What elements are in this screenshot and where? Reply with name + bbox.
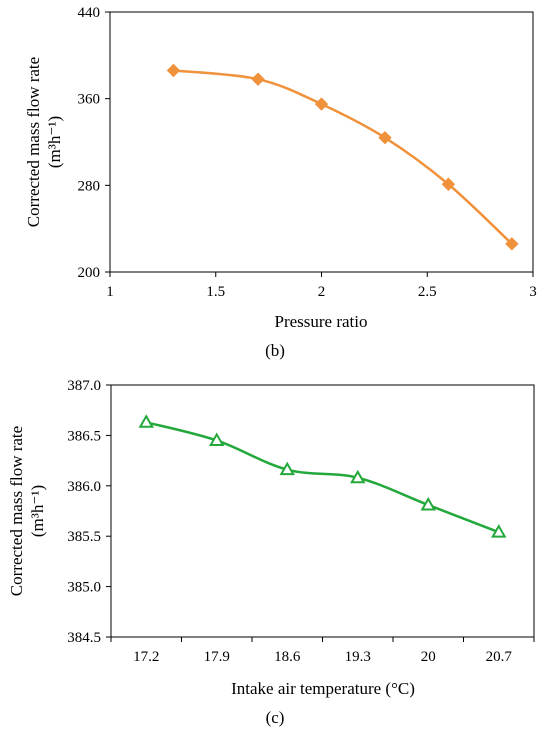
chart-b-yunit: (m³h⁻¹) (45, 116, 64, 168)
chart-c-y-tick-label: 386.0 (67, 479, 101, 495)
chart-b-x-tick-label: 1.5 (206, 284, 225, 300)
chart-b-x-tick-label: 2 (318, 284, 326, 300)
chart-c-plot-area (110, 384, 535, 638)
chart-b-x-ticks: 1 1.5 2 2.5 3 (106, 272, 537, 300)
chart-b-y-tick-label: 200 (78, 265, 101, 281)
chart-b-y-tick-label: 440 (78, 5, 101, 21)
chart-c-point (279, 461, 295, 476)
chart-c-x-tick-label: 20.7 (486, 649, 513, 665)
chart-c-y-tick-label: 387.0 (67, 378, 101, 394)
chart-c-ylabel: Corrected mass flow rate (7, 426, 26, 596)
chart-c-x-tick-label: 19.3 (345, 649, 371, 665)
chart-c-y-tick-label: 386.5 (67, 428, 101, 444)
chart-c-point (420, 496, 436, 511)
chart-b-panel-label: (b) (265, 341, 285, 360)
chart-c-point (491, 524, 507, 538)
chart-c-point (209, 432, 225, 446)
chart-c-x-tick-label: 17.9 (204, 649, 230, 665)
chart-b-y-ticks: 200 280 360 440 (78, 5, 110, 281)
chart-c-x-tick-label: 18.6 (274, 649, 301, 665)
chart-b-x-tick-label: 1 (106, 284, 114, 300)
chart-b-markers (166, 63, 519, 251)
chart-c-y-tick-label: 385.5 (67, 529, 101, 545)
chart-b-series-line (173, 69, 513, 245)
chart-c-y-tick-label: 385.0 (67, 580, 101, 596)
chart-b-ylabel: Corrected mass flow rate (24, 57, 43, 227)
chart-c-yunit: (m³h⁻¹) (28, 485, 47, 537)
chart-b-point (441, 177, 456, 191)
chart-b-x-tick-label: 3 (529, 284, 537, 300)
chart-b-point (378, 130, 392, 145)
chart-b-plot-area (109, 11, 534, 273)
chart-b-point (251, 72, 265, 86)
chart-b-point (166, 63, 181, 78)
chart-c-panel-label: (c) (266, 708, 285, 727)
chart-b-x-tick-label: 2.5 (418, 284, 437, 300)
chart-b-y-tick-label: 360 (78, 92, 101, 108)
chart-c-x-ticks: 17.2 17.9 18.6 19.3 20 20.7 (110, 637, 535, 665)
chart-c-point (350, 469, 366, 484)
chart-c-markers (138, 414, 507, 538)
chart-b: 200 280 360 440 1 1.5 2 2.5 3 Corrected mass fl… (24, 5, 537, 360)
chart-c-y-ticks: 384.5 385.0 385.5 386.0 386.5 387.0 (67, 378, 111, 646)
chart-b-xlabel: Pressure ratio (274, 312, 367, 331)
chart-c-series-line (145, 421, 500, 534)
chart-c-y-tick-label: 384.5 (67, 630, 101, 646)
chart-c-x-tick-label: 20 (421, 649, 436, 665)
chart-b-point (314, 97, 329, 111)
chart-b-point (505, 237, 519, 251)
chart-b-y-tick-label: 280 (78, 178, 101, 194)
chart-c-x-tick-label: 17.2 (133, 649, 159, 665)
chart-c-point (138, 414, 154, 428)
chart-c-xlabel: Intake air temperature (°C) (231, 679, 415, 698)
